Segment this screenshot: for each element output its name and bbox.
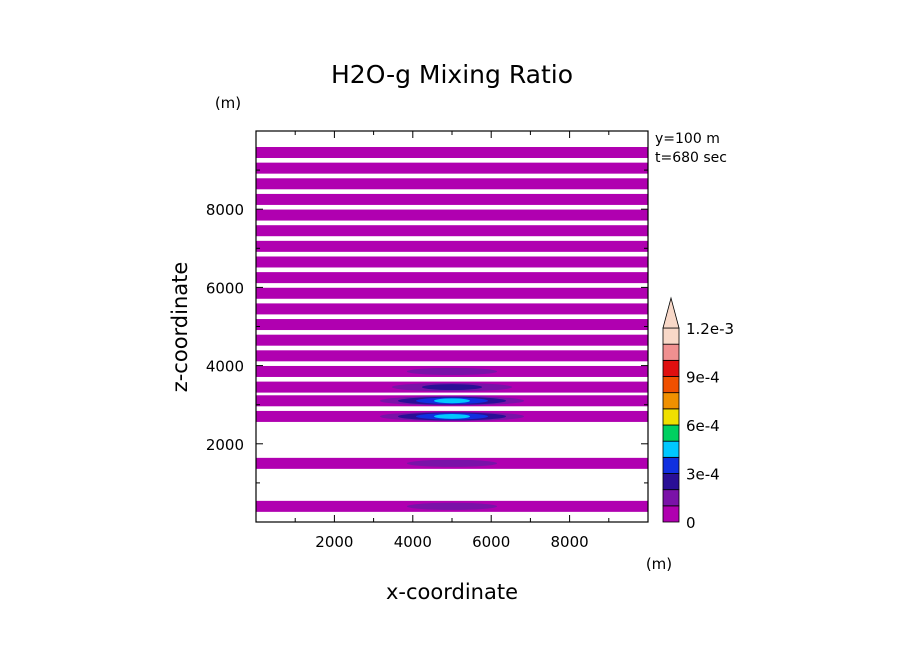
colorbar-segment: [662, 376, 680, 394]
colorbar-segment: [662, 473, 680, 491]
annotation-y-location: y=100 m: [655, 131, 720, 147]
y-tick-labels: 2000 4000 6000 8000: [206, 201, 244, 454]
colorbar: 0 3e-4 6e-4 9e-4 1.2e-3: [662, 296, 734, 532]
colorbar-label: 6e-4: [686, 417, 720, 435]
moisture-contour: [421, 384, 483, 391]
colorbar-label: 9e-4: [686, 369, 720, 387]
y-unit-label: (m): [215, 94, 241, 112]
moisture-band: [256, 350, 648, 362]
plot-area: [255, 130, 649, 523]
x-tick-label: 4000: [394, 533, 432, 551]
y-tick-label: 4000: [206, 358, 244, 376]
colorbar-segment: [662, 505, 680, 523]
colorbar-segment: [662, 343, 680, 361]
moisture-band: [256, 147, 648, 159]
moisture-band: [256, 272, 648, 284]
moisture-contour: [433, 398, 471, 404]
moisture-band: [256, 240, 648, 252]
moisture-contour: [406, 502, 498, 510]
x-unit-label: (m): [646, 555, 672, 573]
colorbar-segment: [662, 489, 680, 507]
moisture-contour: [406, 367, 498, 376]
moisture-band: [256, 303, 648, 315]
moisture-band: [256, 178, 648, 190]
colorbar-segment: [662, 359, 680, 377]
moisture-band: [256, 193, 648, 205]
moisture-band: [256, 256, 648, 268]
x-tick-label: 2000: [315, 533, 353, 551]
moisture-band: [256, 287, 648, 299]
colorbar-label: 3e-4: [686, 466, 720, 484]
y-tick-label: 6000: [206, 279, 244, 297]
colorbar-label: 1.2e-3: [686, 320, 734, 338]
annotation-time: t=680 sec: [655, 150, 727, 166]
colorbar-segment: [662, 327, 680, 345]
y-tick-label: 8000: [206, 201, 244, 219]
chart-title: H2O-g Mixing Ratio: [331, 60, 573, 89]
x-tick-labels: 2000 4000 6000 8000: [315, 533, 588, 551]
contour-field: [256, 147, 648, 512]
colorbar-segment: [662, 408, 680, 426]
colorbar-segment: [662, 440, 680, 458]
y-tick-label: 2000: [206, 436, 244, 454]
moisture-band: [256, 319, 648, 331]
moisture-band: [256, 334, 648, 346]
x-axis-label: x-coordinate: [386, 580, 518, 604]
moisture-band: [256, 162, 648, 174]
colorbar-segment: [662, 456, 680, 474]
x-tick-label: 6000: [472, 533, 510, 551]
colorbar-segment: [662, 392, 680, 410]
axis-ticks: [256, 131, 648, 522]
colorbar-segment: [662, 424, 680, 442]
colorbar-label: 0: [686, 514, 696, 532]
colorbar-extend-triangle: [662, 296, 680, 329]
y-axis-label: z-coordinate: [168, 262, 192, 393]
moisture-contour: [433, 414, 471, 419]
moisture-band: [256, 209, 648, 221]
x-tick-label: 8000: [551, 533, 589, 551]
moisture-band: [256, 225, 648, 237]
moisture-contour: [406, 459, 498, 467]
